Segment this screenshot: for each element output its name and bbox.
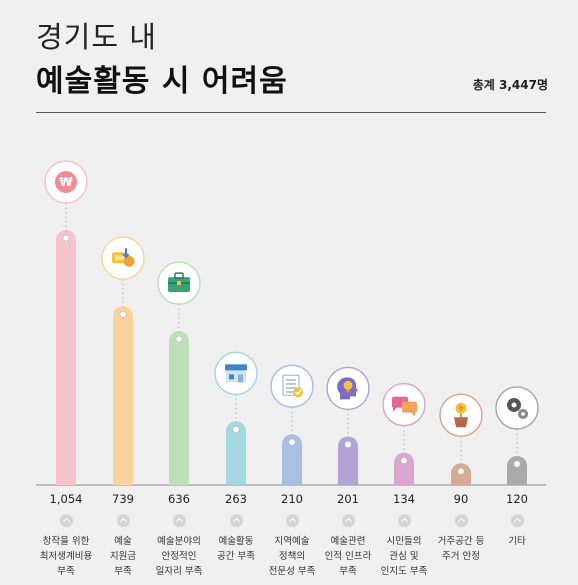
bar-3 [169, 331, 189, 485]
bar-hole [513, 460, 521, 468]
briefcase-icon [157, 261, 201, 305]
category-label: 예술관련 인적 인프라 부족 [324, 536, 372, 577]
chevron-up-icon [510, 514, 524, 527]
policy-document-icon [270, 364, 314, 408]
gears-icon [495, 386, 539, 430]
chevron-up-icon [454, 514, 468, 527]
value-label: 201 [337, 492, 359, 506]
value-label: 636 [168, 492, 190, 506]
category-label: 창작을 위한 최저생계비용 부족 [39, 536, 93, 577]
bar-hole [457, 467, 465, 475]
bar-hole [62, 234, 70, 242]
bar-hole [400, 456, 408, 465]
bar-7 [394, 452, 414, 485]
bar-1 [56, 230, 76, 485]
category-label: 예술 지원금 부족 [109, 536, 137, 577]
flower-pot-icon [439, 393, 483, 437]
storefront-icon [214, 351, 258, 396]
category-label: 거주공간 등 주거 안정 [437, 536, 485, 562]
bar-hole [344, 440, 352, 448]
chevron-up-icon [59, 514, 73, 527]
bar-5 [282, 434, 302, 485]
bar-hole [232, 425, 240, 433]
bar-2 [113, 306, 133, 485]
category-label: 시민들의 관심 및 인지도 부족 [380, 536, 428, 577]
title-line1: 경기도 내 [36, 20, 157, 54]
chevron-up-icon [341, 514, 355, 527]
value-label: 120 [506, 492, 528, 506]
won-coin-icon: ₩ [44, 160, 88, 204]
speech-bubbles-icon [382, 382, 426, 427]
value-label: 739 [112, 492, 134, 506]
chevron-up-icon [172, 514, 186, 527]
bar-9 [507, 455, 527, 485]
title-line2: 예술활동 시 어려움 [36, 64, 288, 99]
value-label: 210 [281, 492, 303, 506]
header-divider [36, 112, 546, 113]
category-label: 기타 [508, 536, 526, 547]
bar-hole [288, 438, 296, 446]
value-label: 90 [453, 492, 469, 506]
chevron-up-icon [285, 514, 299, 527]
category-label: 예술활동 공간 부족 [217, 536, 255, 562]
bar-hole [175, 335, 183, 343]
money-transfer-icon [101, 236, 145, 280]
value-label: 263 [225, 492, 247, 506]
bar-4 [226, 421, 246, 485]
category-label: 지역예술 정책의 전문성 부족 [268, 536, 316, 577]
chevron-up-icon [397, 514, 411, 527]
bar-6 [338, 436, 358, 485]
bar-hole [119, 310, 127, 318]
chevron-up-icon [116, 514, 130, 527]
category-label: 예술분야의 안정적인 일자리 부족 [155, 536, 203, 577]
head-idea-icon [326, 366, 370, 411]
value-label: 134 [393, 492, 415, 506]
chevron-up-icon [229, 514, 243, 527]
svg-text:₩: ₩ [59, 175, 73, 189]
total-count: 총계 3,447명 [472, 78, 548, 92]
value-label: 1,054 [49, 492, 83, 506]
